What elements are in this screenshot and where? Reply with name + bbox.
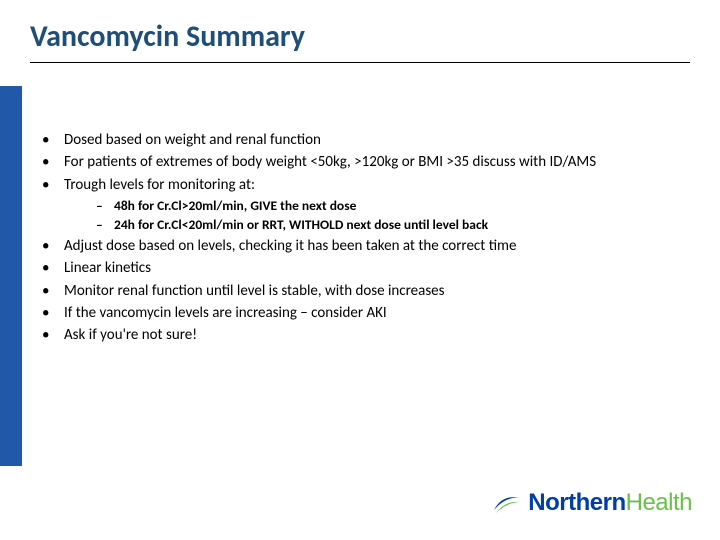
title-underline: [30, 62, 690, 63]
bullet-item: For patients of extremes of body weight …: [38, 152, 688, 172]
bullet-item: Ask if you're not sure!: [38, 325, 688, 345]
slide: Vancomycin Summary Dosed based on weight…: [0, 0, 720, 540]
logo-swoosh-icon: [492, 488, 522, 518]
bullet-text: Ask if you're not sure!: [64, 326, 197, 344]
northern-health-logo: Northern Health: [492, 488, 692, 518]
bullet-item: Trough levels for monitoring at: 48h for…: [38, 175, 688, 235]
bullet-text: For patients of extremes of body weight …: [64, 153, 596, 171]
sub-bullet-list: 48h for Cr.Cl>20ml/min, GIVE the next do…: [64, 197, 688, 234]
logo-word-northern: Northern: [528, 489, 625, 517]
bullet-text: Dosed based on weight and renal function: [64, 131, 321, 149]
bullet-item: Adjust dose based on levels, checking it…: [38, 236, 688, 256]
bullet-item: Dosed based on weight and renal function: [38, 130, 688, 150]
logo-text: Northern Health: [528, 489, 692, 517]
bullet-text: Linear kinetics: [64, 259, 151, 277]
bullet-text: Trough levels for monitoring at:: [64, 176, 255, 194]
bullet-item: If the vancomycin levels are increasing …: [38, 303, 688, 323]
bullet-item: Linear kinetics: [38, 258, 688, 278]
sub-bullet-item: 48h for Cr.Cl>20ml/min, GIVE the next do…: [64, 197, 688, 215]
bullet-text: Adjust dose based on levels, checking it…: [64, 237, 517, 255]
bullet-item: Monitor renal function until level is st…: [38, 281, 688, 301]
slide-body: Dosed based on weight and renal function…: [38, 130, 688, 347]
logo-word-health: Health: [626, 489, 692, 517]
sub-bullet-item: 24h for Cr.Cl<20ml/min or RRT, WITHOLD n…: [64, 216, 688, 234]
swoosh-blue: [494, 497, 520, 510]
bullet-list: Dosed based on weight and renal function…: [38, 130, 688, 345]
slide-title: Vancomycin Summary: [30, 18, 305, 55]
side-accent-bar: [0, 86, 22, 466]
bullet-text: If the vancomycin levels are increasing …: [64, 304, 387, 322]
bullet-text: Monitor renal function until level is st…: [64, 282, 445, 300]
